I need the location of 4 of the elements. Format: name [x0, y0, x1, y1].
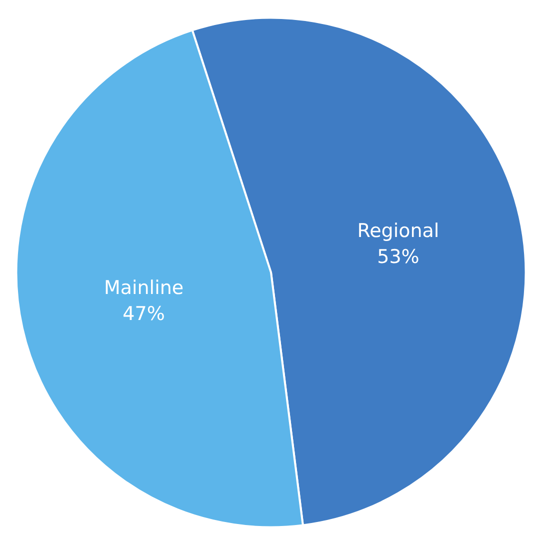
data-label: 47% [122, 302, 165, 325]
slice-label: Mainline [104, 276, 184, 299]
slice-label: Regional [357, 220, 440, 242]
data-label: 53% [377, 246, 420, 268]
